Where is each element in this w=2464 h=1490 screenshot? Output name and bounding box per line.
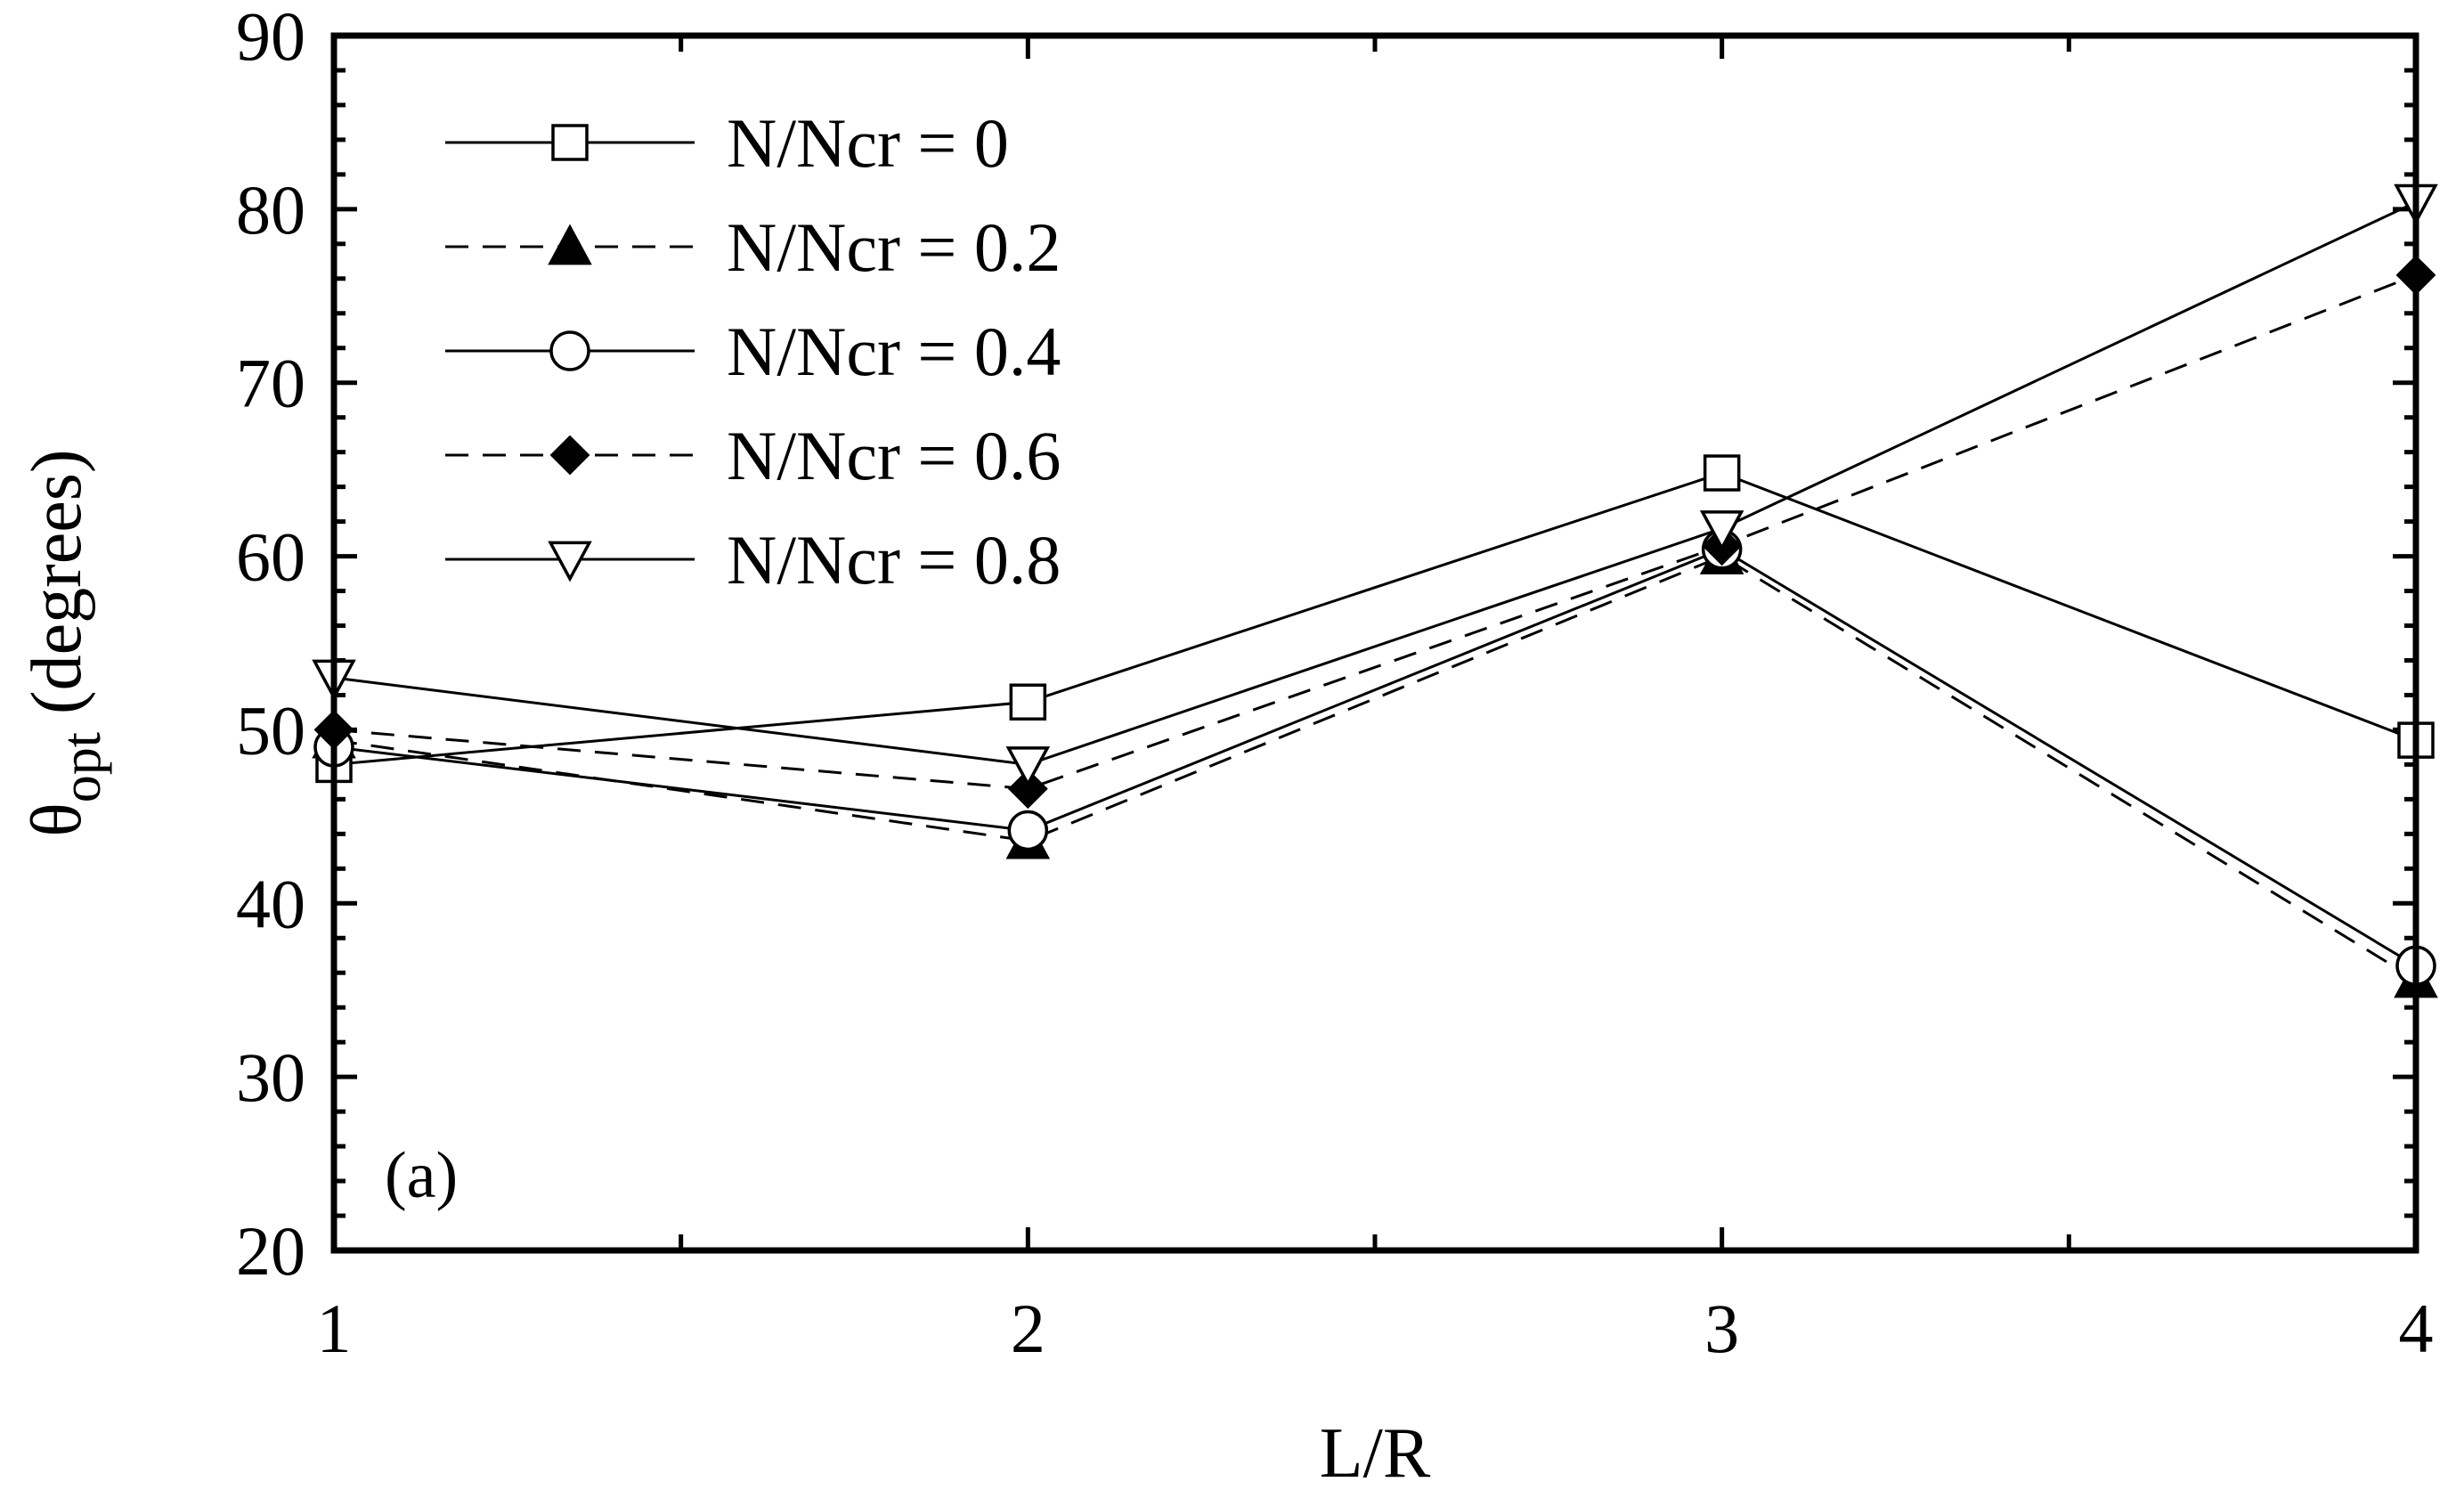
legend-marker: [551, 124, 589, 161]
y-tick-label: 50: [236, 691, 305, 769]
y-tick-label: 80: [236, 171, 305, 248]
legend-marker: [549, 435, 590, 476]
series-line: [333, 548, 2417, 967]
series-markers: [312, 183, 2438, 998]
y-tick-label: 40: [236, 865, 305, 942]
y-tick-label: 60: [236, 518, 305, 596]
legend-label: N/Ncr = 0.2: [727, 208, 1061, 286]
y-tick-label: 70: [236, 345, 305, 422]
legend-label: N/Ncr = 0.6: [727, 417, 1061, 494]
legend-marker: [548, 541, 592, 582]
plot-frame: [330, 32, 2419, 1254]
data-point: [1703, 454, 1741, 492]
y-axis-label-main: θ: [18, 802, 96, 836]
y-tick-label: 20: [236, 1212, 305, 1290]
data-point: [1007, 810, 1049, 851]
series-line: [333, 471, 2417, 766]
x-tick-label: 4: [2399, 1290, 2434, 1367]
series-line: [333, 200, 2417, 766]
panel-label: (a): [385, 1139, 458, 1212]
legend-label: N/Ncr = 0.8: [727, 521, 1061, 598]
axes: 20 30 40 50 60 70 80 90 1 2 3 4: [236, 0, 2434, 1367]
y-axis-label-subscript: opt: [52, 732, 112, 802]
y-axis-label: θopt (degrees): [18, 449, 112, 836]
data-point: [1009, 683, 1047, 721]
data-point: [1007, 769, 1048, 810]
x-tick-label: 1: [317, 1290, 352, 1367]
legend-label: N/Ncr = 0: [727, 104, 1009, 182]
series-line: [333, 273, 2417, 791]
y-tick-label: 30: [236, 1038, 305, 1116]
series-line: [333, 554, 2417, 981]
data-point: [1005, 746, 1051, 787]
y-axis-label-suffix: (degrees): [18, 449, 96, 732]
y-tick-label: 90: [236, 0, 305, 75]
series-lines: [333, 200, 2417, 981]
legend-marker: [548, 224, 592, 265]
x-tick-label: 2: [1011, 1290, 1045, 1367]
legend: N/Ncr = 0 N/Ncr = 0.2 N/Ncr = 0.4 N/Ncr = 0…: [445, 104, 1061, 598]
legend-label: N/Ncr = 0.4: [727, 313, 1061, 390]
x-axis-label: L/R: [1320, 1414, 1431, 1486]
data-point: [1699, 510, 1744, 551]
x-tick-label: 3: [1704, 1290, 1739, 1367]
legend-marker: [549, 330, 590, 371]
